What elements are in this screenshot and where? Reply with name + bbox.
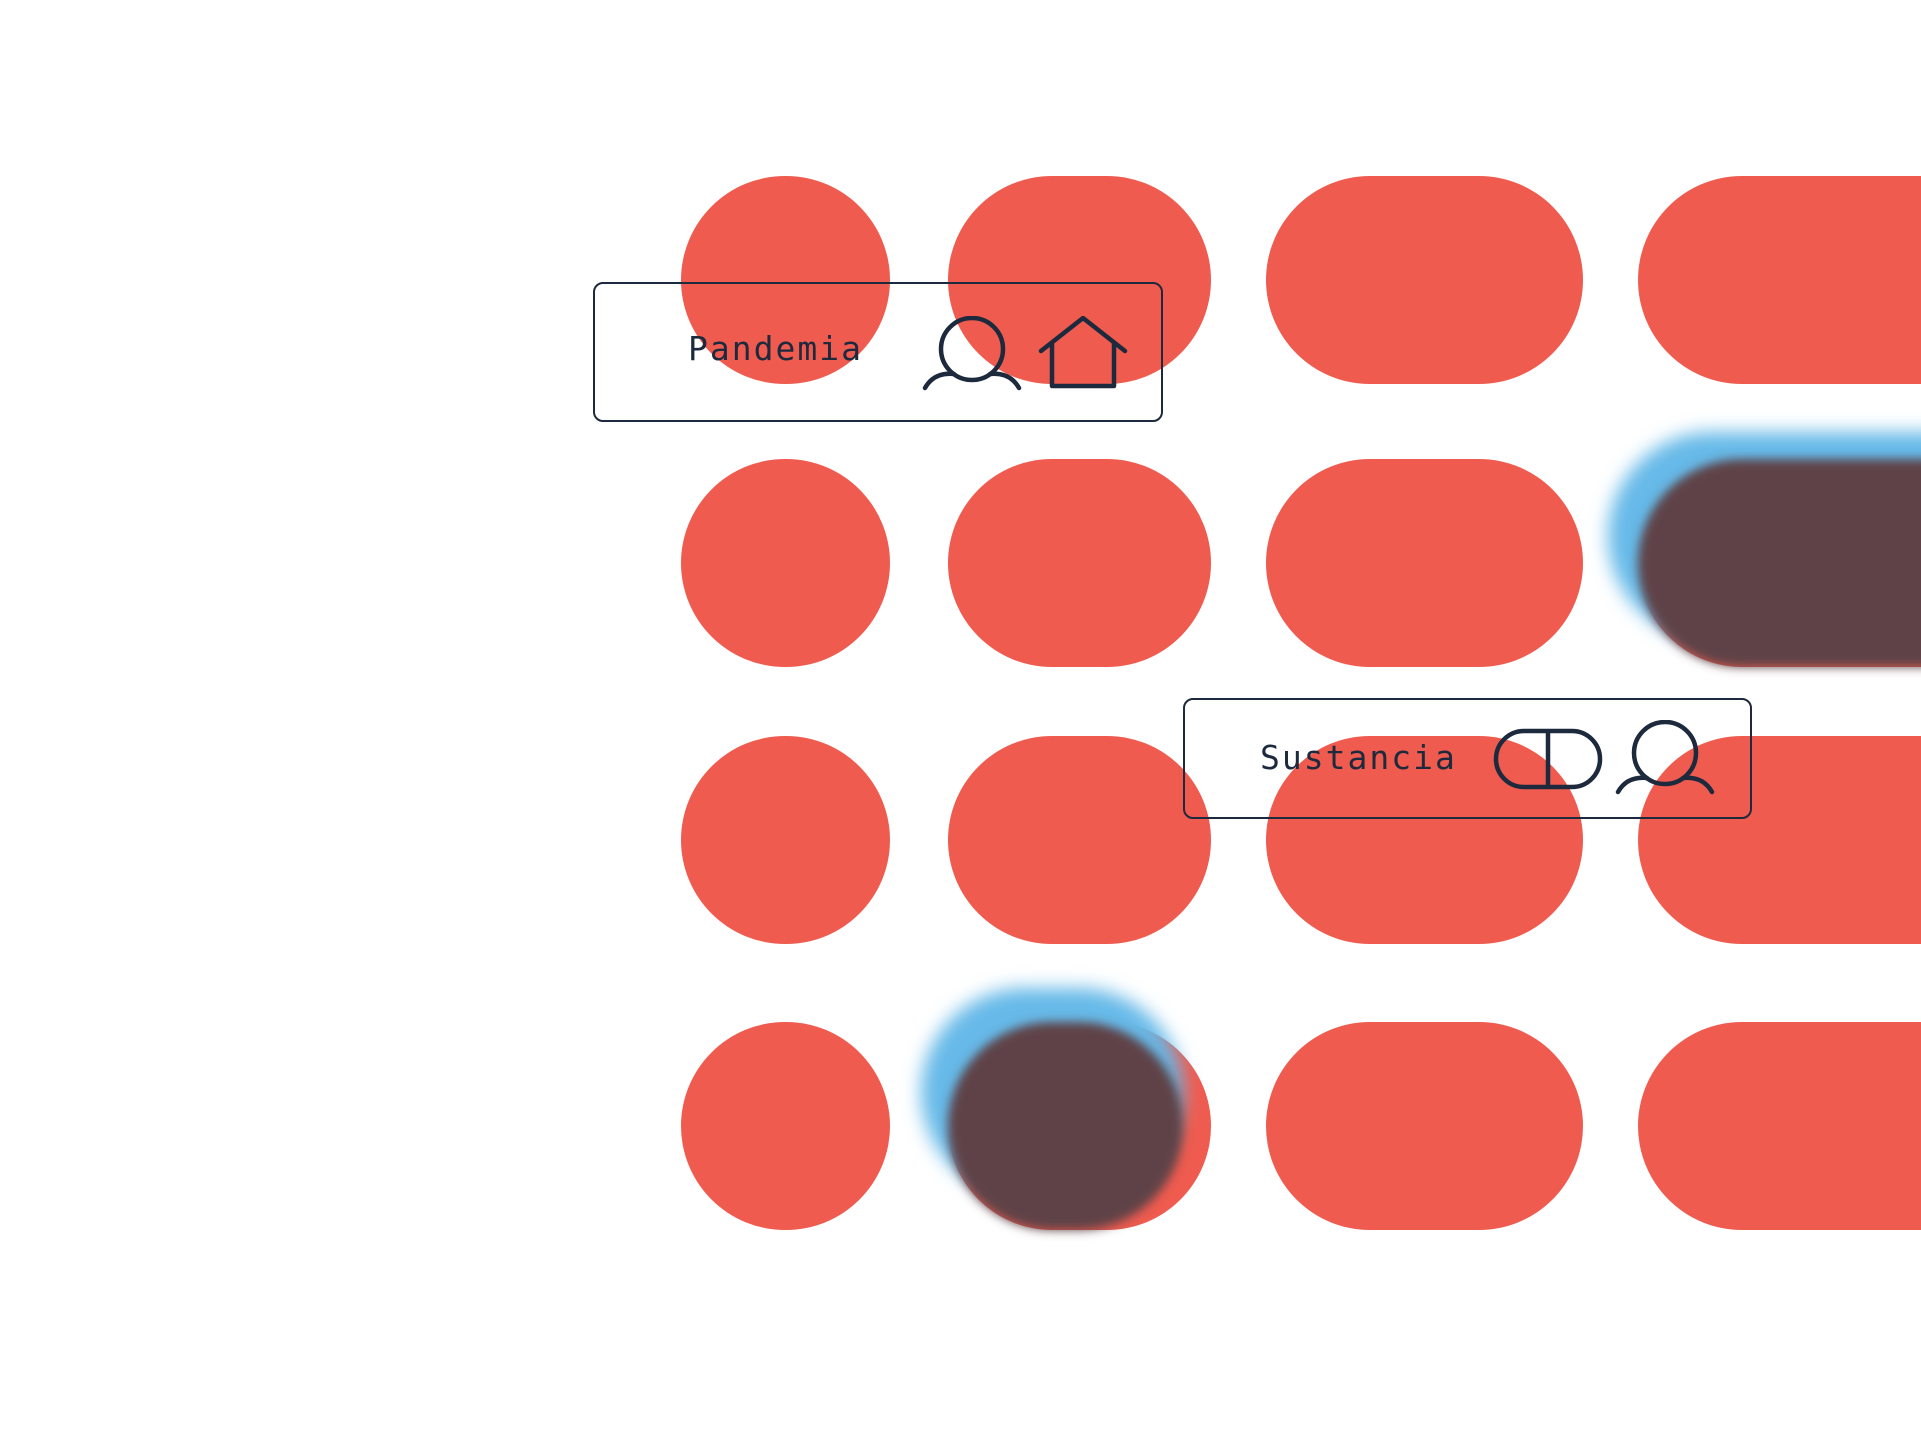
shape-r0-c3 [1638, 176, 1921, 384]
label-sustancia: Sustancia [1183, 698, 1752, 819]
home-icon [1038, 316, 1128, 390]
shape-r3-c2 [1266, 1022, 1583, 1230]
shape-r3-c0 [681, 1022, 890, 1230]
label-sustancia-text: Sustancia [1260, 738, 1457, 777]
user-icon [922, 316, 1022, 394]
shape-r1-c2 [1266, 459, 1583, 667]
shape-r3-c3 [1638, 1022, 1921, 1230]
shape-r1-c1 [948, 459, 1211, 667]
label-pandemia: Pandemia [593, 282, 1163, 422]
shape-r0-c2 [1266, 176, 1583, 384]
label-pandemia-text: Pandemia [688, 329, 863, 368]
shape-r0-c0 [681, 176, 890, 384]
shape-r2-c2 [1266, 736, 1583, 944]
pill-icon [1493, 728, 1603, 790]
user-icon [1615, 720, 1715, 798]
highlight-shape-1 [1638, 459, 1921, 667]
shape-r2-c1 [948, 736, 1211, 944]
shape-r1-c0 [681, 459, 890, 667]
highlight-shape-2 [948, 1022, 1183, 1230]
shape-r2-c0 [681, 736, 890, 944]
shape-r0-c1 [948, 176, 1211, 384]
